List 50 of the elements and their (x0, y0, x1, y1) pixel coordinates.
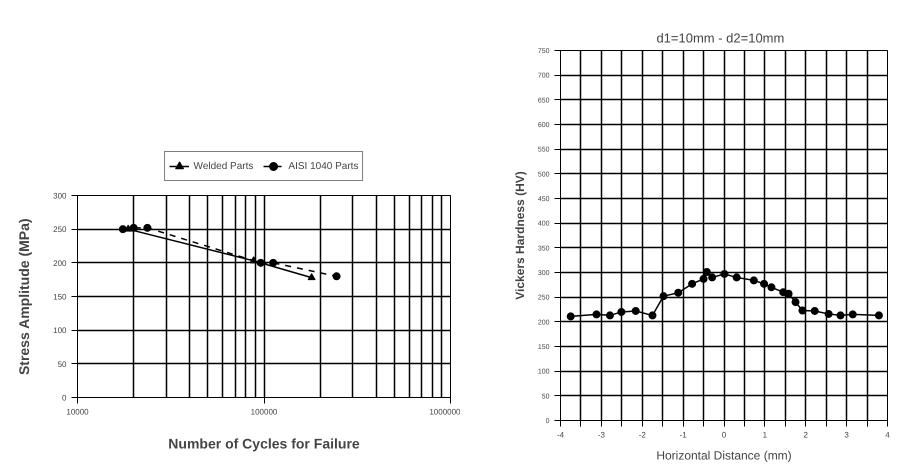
point (720, 270, 728, 278)
x-tick-label: -3 (598, 430, 606, 440)
legend-label: Welded Parts (194, 160, 254, 172)
point (792, 298, 800, 306)
x-tick-label: 10000 (66, 408, 90, 416)
point (688, 280, 696, 288)
point (606, 311, 614, 320)
point (700, 274, 708, 283)
y-tick-label: 50 (58, 360, 68, 369)
x-tick-label: -4 (556, 430, 565, 440)
point (798, 306, 806, 314)
point (702, 268, 711, 276)
point (760, 280, 768, 288)
y-axis-title: Stress Amplitude (MPa) (16, 218, 32, 376)
y-tick-label: 250 (53, 225, 68, 234)
point (824, 310, 833, 318)
point (592, 310, 600, 318)
y-tick-label: 100 (53, 326, 68, 336)
point (674, 288, 682, 297)
x-tick-label: -2 (638, 430, 646, 440)
y-tick-label: 300 (53, 192, 68, 200)
x-tick-label: 2 (804, 430, 809, 440)
point (836, 311, 844, 320)
y-tick-label: 150 (53, 292, 68, 302)
point (566, 312, 575, 320)
x-tick-label: 0 (722, 430, 727, 440)
point (750, 276, 758, 284)
point (810, 306, 819, 315)
x-tick-label: 1 (762, 430, 768, 440)
point (617, 308, 626, 316)
legend-label: AISI 1040 Parts (288, 160, 358, 172)
x-axis-title: Number of Cycles for Failure (168, 436, 360, 452)
x-tick-label: 100000 (250, 408, 278, 416)
x-axis-title: Horizontal Distance (mm) (656, 448, 792, 462)
x-tick-label: 1000000 (429, 408, 462, 416)
point (848, 310, 857, 318)
point (874, 311, 883, 320)
point (648, 311, 656, 320)
point (708, 273, 716, 282)
point (767, 283, 776, 292)
point (732, 273, 741, 282)
x-tick-label: 3 (844, 430, 850, 440)
y-tick-label: 0 (62, 394, 68, 402)
point (660, 292, 668, 300)
point (632, 306, 640, 315)
y-tick-label: 200 (53, 258, 68, 268)
y-axis-title: Vickers Hardness (HV) (512, 171, 527, 300)
x-tick-label: 4 (885, 430, 890, 440)
x-tick-label: -1 (680, 430, 688, 440)
chart-title: d1=10mm - d2=10mm (656, 30, 784, 46)
